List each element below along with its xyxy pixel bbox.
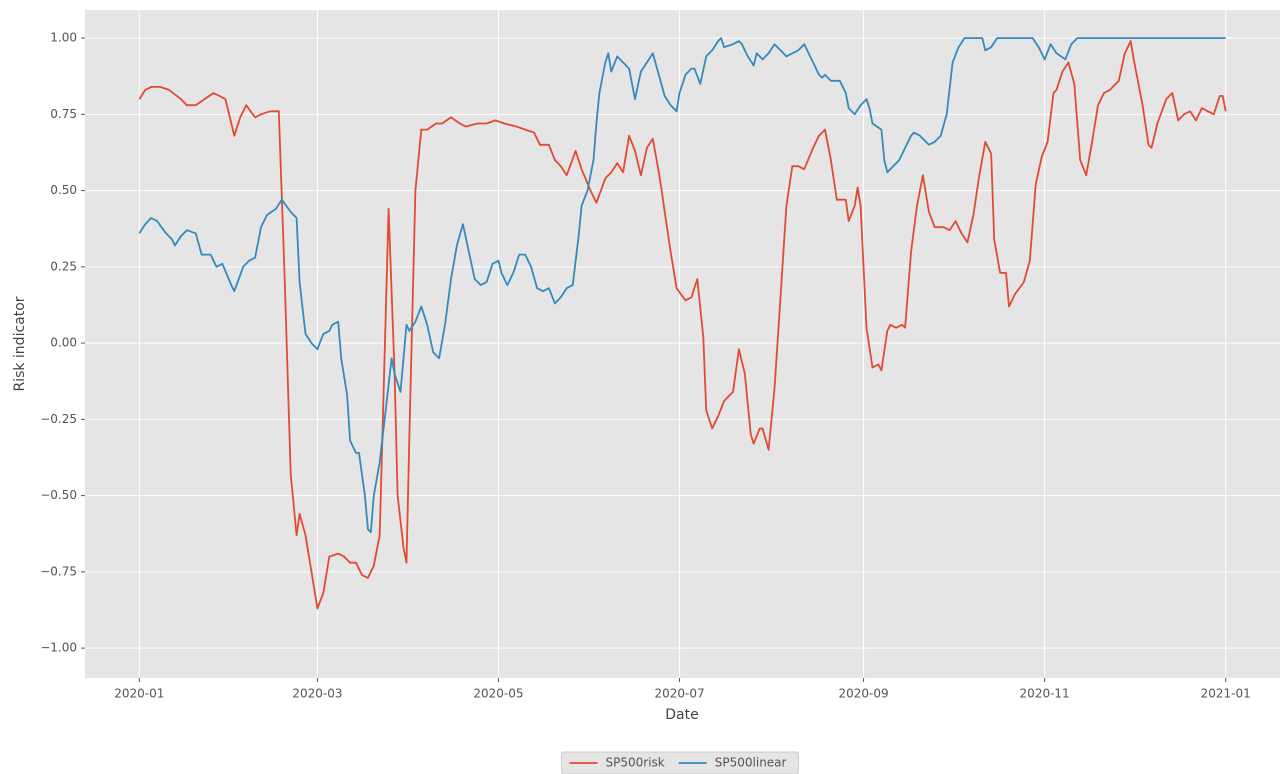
- y-tick-label: 0.75: [50, 107, 77, 121]
- y-axis-label: Risk indicator: [12, 296, 28, 391]
- series-line: [138, 37, 1226, 534]
- y-tick-label: −1.00: [40, 641, 77, 655]
- x-tick-label: 2020-01: [114, 687, 164, 701]
- plot-area: [85, 10, 1280, 678]
- y-tick-label: 0.50: [50, 183, 77, 197]
- y-tick-label: −0.25: [40, 412, 77, 426]
- series-line: [138, 40, 1227, 610]
- x-tick-label: 2021-01: [1201, 687, 1251, 701]
- legend-label: SP500linear: [715, 756, 787, 770]
- legend-label: SP500risk: [606, 756, 665, 770]
- x-tick-label: 2020-11: [1020, 687, 1070, 701]
- y-tick-label: 0.25: [50, 259, 77, 273]
- y-tick-label: −0.75: [40, 564, 77, 578]
- y-tick-label: −0.50: [40, 488, 77, 502]
- lines: [138, 37, 1227, 610]
- legend: SP500risk SP500linear: [561, 751, 799, 774]
- x-tick-label: 2020-03: [292, 687, 342, 701]
- y-tick-label: 1.00: [50, 31, 77, 45]
- x-tick-label: 2020-09: [838, 687, 888, 701]
- y-tick-label: 0.00: [50, 336, 77, 350]
- x-axis-label: Date: [665, 707, 698, 723]
- x-tick-label: 2020-07: [654, 687, 704, 701]
- x-tick-label: 2020-05: [473, 687, 523, 701]
